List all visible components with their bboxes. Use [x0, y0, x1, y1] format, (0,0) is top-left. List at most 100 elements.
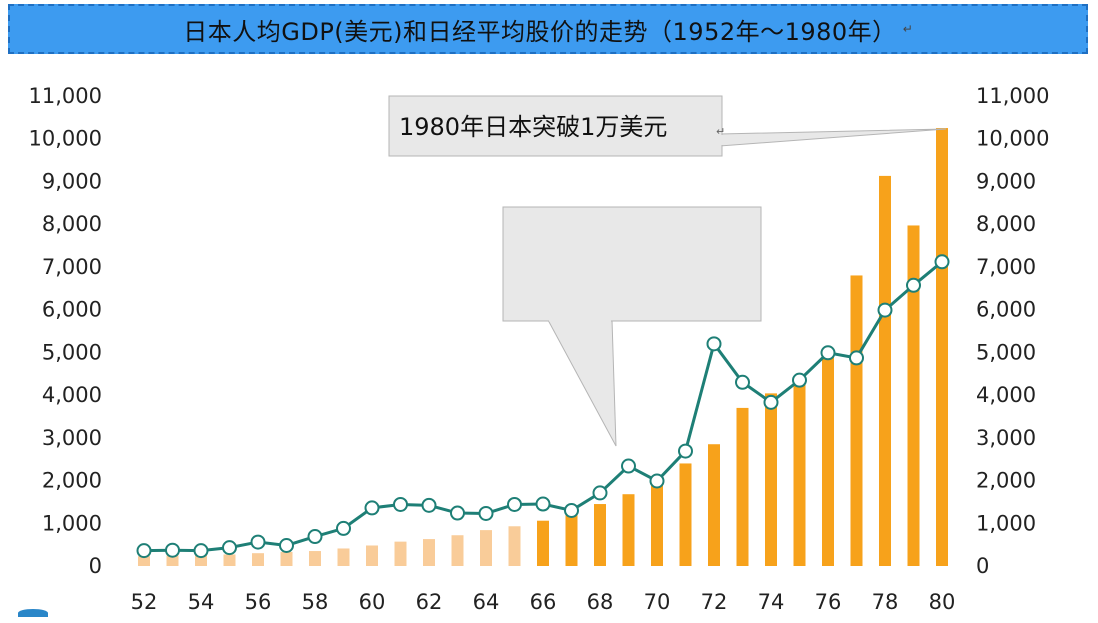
marker-60 — [364, 500, 380, 516]
bar-80 — [936, 128, 948, 566]
x-tick: 54 — [188, 590, 215, 614]
bar-58 — [309, 551, 321, 566]
marker-78 — [877, 302, 893, 318]
bar-73 — [736, 407, 749, 566]
marker-73 — [735, 374, 750, 390]
bar-59 — [337, 548, 350, 566]
x-tick: 60 — [359, 590, 386, 614]
marker-54 — [193, 543, 209, 559]
marker-74 — [763, 394, 779, 410]
marker-70 — [649, 473, 665, 489]
bar-series — [138, 128, 948, 567]
chart-title: 日本人均GDP(美元)和日经平均股价的走势（1952年～1980年） — [183, 17, 897, 46]
y-tick-right: 2,000 — [976, 469, 1036, 493]
x-axis: 52 54 56 58 60 62 64 66 68 70 72 74 76 78 80 — [131, 590, 956, 614]
marker-63 — [450, 505, 465, 521]
bar-79 — [907, 225, 920, 567]
y-tick-left: 9,000 — [42, 169, 102, 193]
marker-58 — [307, 529, 323, 545]
marker-52 — [136, 543, 152, 559]
y-tick-left: 2,000 — [42, 469, 102, 493]
marker-69 — [621, 458, 636, 474]
bar-77 — [850, 275, 863, 566]
y-tick-right: 3,000 — [976, 426, 1036, 450]
bar-53 — [166, 555, 179, 566]
y-tick-right: 0 — [976, 554, 989, 578]
bar-60 — [366, 545, 378, 566]
callout-layer: 1980年日本突破1万美元 ↵ — [388, 95, 947, 447]
bar-57 — [280, 551, 293, 566]
marker-68 — [592, 485, 608, 501]
bar-70 — [651, 481, 663, 566]
y-axis-right: 0 1,000 2,000 3,000 4,000 5,000 6,000 7,000 8,00… — [976, 84, 1049, 578]
y-axis-left: 0 1,000 2,000 3,000 4,000 5,000 6,000 7,000 8,00… — [29, 84, 102, 578]
callout-pointer — [719, 128, 947, 147]
x-tick: 72 — [701, 590, 728, 614]
marker-56 — [250, 534, 266, 550]
marker-76 — [820, 345, 836, 361]
y-tick-right: 10,000 — [976, 127, 1049, 151]
y-tick-left: 6,000 — [42, 298, 102, 322]
y-tick-right: 7,000 — [976, 255, 1036, 279]
x-tick: 64 — [473, 590, 500, 614]
corner-logo — [18, 609, 48, 617]
callout2-box — [502, 206, 762, 322]
bar-67 — [565, 514, 578, 566]
y-tick-right: 1,000 — [976, 511, 1036, 535]
y-tick-right: 8,000 — [976, 212, 1036, 236]
marker-79 — [906, 277, 921, 293]
callout-return-mark: ↵ — [716, 125, 725, 138]
bar-56 — [252, 553, 264, 566]
return-mark: ↵ — [902, 22, 913, 36]
bar-61 — [394, 541, 407, 566]
y-tick-left: 4,000 — [42, 383, 102, 407]
bar-55 — [223, 554, 236, 566]
marker-64 — [478, 505, 494, 521]
marker-62 — [421, 497, 437, 513]
x-tick: 56 — [245, 590, 272, 614]
x-tick: 78 — [872, 590, 899, 614]
y-tick-left: 1,000 — [42, 511, 102, 535]
bar-76 — [822, 353, 834, 566]
x-tick: 76 — [815, 590, 842, 614]
marker-67 — [564, 502, 579, 518]
x-tick: 62 — [416, 590, 443, 614]
callout2-pointer — [547, 319, 617, 447]
x-tick: 70 — [644, 590, 671, 614]
y-tick-left: 0 — [89, 554, 102, 578]
bar-74 — [765, 393, 777, 566]
y-tick-right: 4,000 — [976, 383, 1036, 407]
bar-78 — [879, 175, 891, 566]
marker-66 — [535, 496, 551, 512]
bar-69 — [622, 494, 635, 566]
marker-57 — [279, 537, 294, 553]
marker-77 — [849, 350, 864, 366]
line-series — [136, 254, 950, 559]
marker-75 — [792, 372, 807, 388]
bar-65 — [508, 526, 521, 566]
x-tick: 66 — [530, 590, 557, 614]
bar-68 — [594, 504, 606, 566]
y-tick-left: 10,000 — [29, 127, 102, 151]
marker-53 — [165, 542, 180, 558]
callout-box — [388, 95, 723, 157]
bar-64 — [480, 530, 492, 566]
x-tick: 52 — [131, 590, 158, 614]
bar-52 — [138, 556, 150, 566]
marker-80 — [934, 254, 950, 270]
marker-72 — [706, 336, 722, 352]
bar-63 — [451, 535, 464, 566]
bar-71 — [679, 463, 692, 566]
bar-66 — [537, 520, 549, 566]
y-tick-left: 5,000 — [42, 340, 102, 364]
marker-65 — [507, 496, 522, 512]
y-tick-left: 3,000 — [42, 426, 102, 450]
x-tick: 58 — [302, 590, 329, 614]
y-tick-left: 8,000 — [42, 212, 102, 236]
x-tick: 68 — [587, 590, 614, 614]
y-tick-right: 9,000 — [976, 169, 1036, 193]
marker-71 — [678, 443, 693, 459]
x-tick: 80 — [929, 590, 956, 614]
y-tick-left: 11,000 — [29, 84, 102, 108]
